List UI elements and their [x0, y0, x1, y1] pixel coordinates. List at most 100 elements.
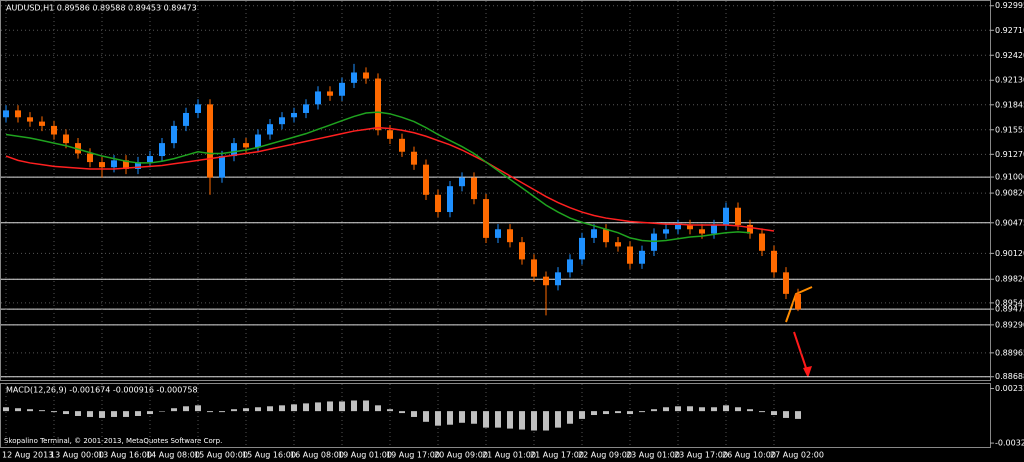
macd-bar: [627, 411, 633, 415]
candle-body: [303, 104, 309, 113]
candle-body: [159, 143, 165, 157]
y-tick-label: 0.89473: [995, 305, 1024, 314]
macd-bar: [231, 409, 237, 412]
candle-body: [699, 229, 705, 234]
moving-average: [5, 126, 775, 232]
macd-bar: [663, 407, 669, 412]
candle-body: [795, 293, 801, 310]
macd-bar: [711, 407, 717, 412]
x-tick-label: 22 Aug 09:00: [578, 451, 632, 460]
macd-bar: [195, 405, 201, 412]
moving-average: [5, 111, 751, 243]
macd-bar: [543, 411, 549, 431]
macd-bar: [39, 410, 45, 412]
x-tick-label: 19 Aug 01:00: [338, 451, 392, 460]
candle-body: [267, 124, 273, 135]
x-tick-label: 23 Aug 17:00: [674, 451, 728, 460]
candle-body: [507, 229, 513, 243]
candle-body: [483, 199, 489, 238]
candle-body: [459, 177, 465, 187]
candle-body: [663, 229, 669, 234]
macd-bar: [459, 411, 465, 423]
macd-title: MACD(12,26,9) -0.001674 -0.000916 -0.000…: [6, 386, 198, 395]
y-tick-label: 0.91845: [995, 100, 1024, 109]
candle-body: [675, 224, 681, 230]
candle-body: [243, 143, 249, 148]
y-tick-label: 0.90475: [995, 218, 1024, 227]
candle-body: [351, 72, 357, 83]
candle-body: [603, 229, 609, 243]
candle-body: [147, 156, 153, 163]
macd-bar: [783, 411, 789, 418]
macd-bar: [579, 411, 585, 419]
macd-bar: [375, 405, 381, 412]
macd-bar: [135, 411, 141, 416]
candle-body: [711, 224, 717, 234]
candle-body: [471, 177, 477, 200]
candle-body: [615, 242, 621, 247]
macd-bar: [435, 411, 441, 426]
candle-body: [771, 250, 777, 273]
macd-bar: [591, 411, 597, 416]
macd-bar: [387, 409, 393, 412]
candle-body: [123, 160, 129, 169]
chart-title: AUDUSD,H1 0.89586 0.89588 0.89453 0.8947…: [6, 4, 197, 13]
candle-body: [423, 164, 429, 195]
x-tick-label: 26 Aug 10:00: [722, 451, 776, 460]
candle-body: [639, 250, 645, 264]
macd-bar: [519, 411, 525, 430]
x-tick-label: 16 Aug 08:00: [290, 451, 344, 460]
macd-bar: [603, 411, 609, 415]
macd-bar: [687, 406, 693, 412]
candle-body: [291, 112, 297, 118]
candle-body: [15, 110, 21, 118]
candle-body: [747, 224, 753, 234]
macd-bar: [147, 411, 153, 415]
macd-bar: [75, 411, 81, 416]
macd-bar: [123, 411, 129, 417]
candle-body: [543, 276, 549, 286]
y-tick-label: 0.92995: [995, 1, 1024, 10]
macd-bar: [411, 411, 417, 417]
macd-bar: [339, 401, 345, 412]
candle-body: [447, 186, 453, 213]
macd-bar: [399, 411, 405, 414]
candle-body: [51, 125, 57, 135]
main-frame: [0, 0, 991, 381]
candle-body: [135, 162, 141, 169]
x-tick-label: 20 Aug 09:00: [434, 451, 488, 460]
macd-bar: [723, 405, 729, 412]
macd-bar: [363, 400, 369, 412]
candle-body: [339, 82, 345, 96]
x-tick-label: 19 Aug 17:00: [386, 451, 440, 460]
x-tick-label: 13 Aug 00:00: [50, 451, 104, 460]
candle-body: [315, 91, 321, 105]
candle-body: [567, 259, 573, 273]
macd-bar: [27, 409, 33, 412]
y-tick-label: -0.003295: [995, 439, 1024, 448]
candle-body: [75, 143, 81, 154]
macd-bar: [327, 401, 333, 412]
x-tick-label: 21 Aug 01:00: [482, 451, 536, 460]
candle-body: [591, 229, 597, 238]
candle-body: [375, 78, 381, 131]
macd-bar: [555, 411, 561, 428]
candle-body: [579, 237, 585, 260]
macd-bar: [255, 407, 261, 412]
candle-body: [627, 246, 633, 264]
macd-bar: [351, 400, 357, 412]
macd-bar: [615, 411, 621, 414]
x-tick-label: 23 Aug 01:00: [626, 451, 680, 460]
macd-bar: [447, 411, 453, 425]
macd-bar: [483, 411, 489, 428]
macd-bar: [183, 406, 189, 412]
candle-body: [783, 272, 789, 294]
macd-frame: [0, 383, 991, 448]
candle-body: [411, 151, 417, 165]
macd-bar: [423, 411, 429, 422]
x-tick-label: 27 Aug 02:00: [770, 451, 824, 460]
